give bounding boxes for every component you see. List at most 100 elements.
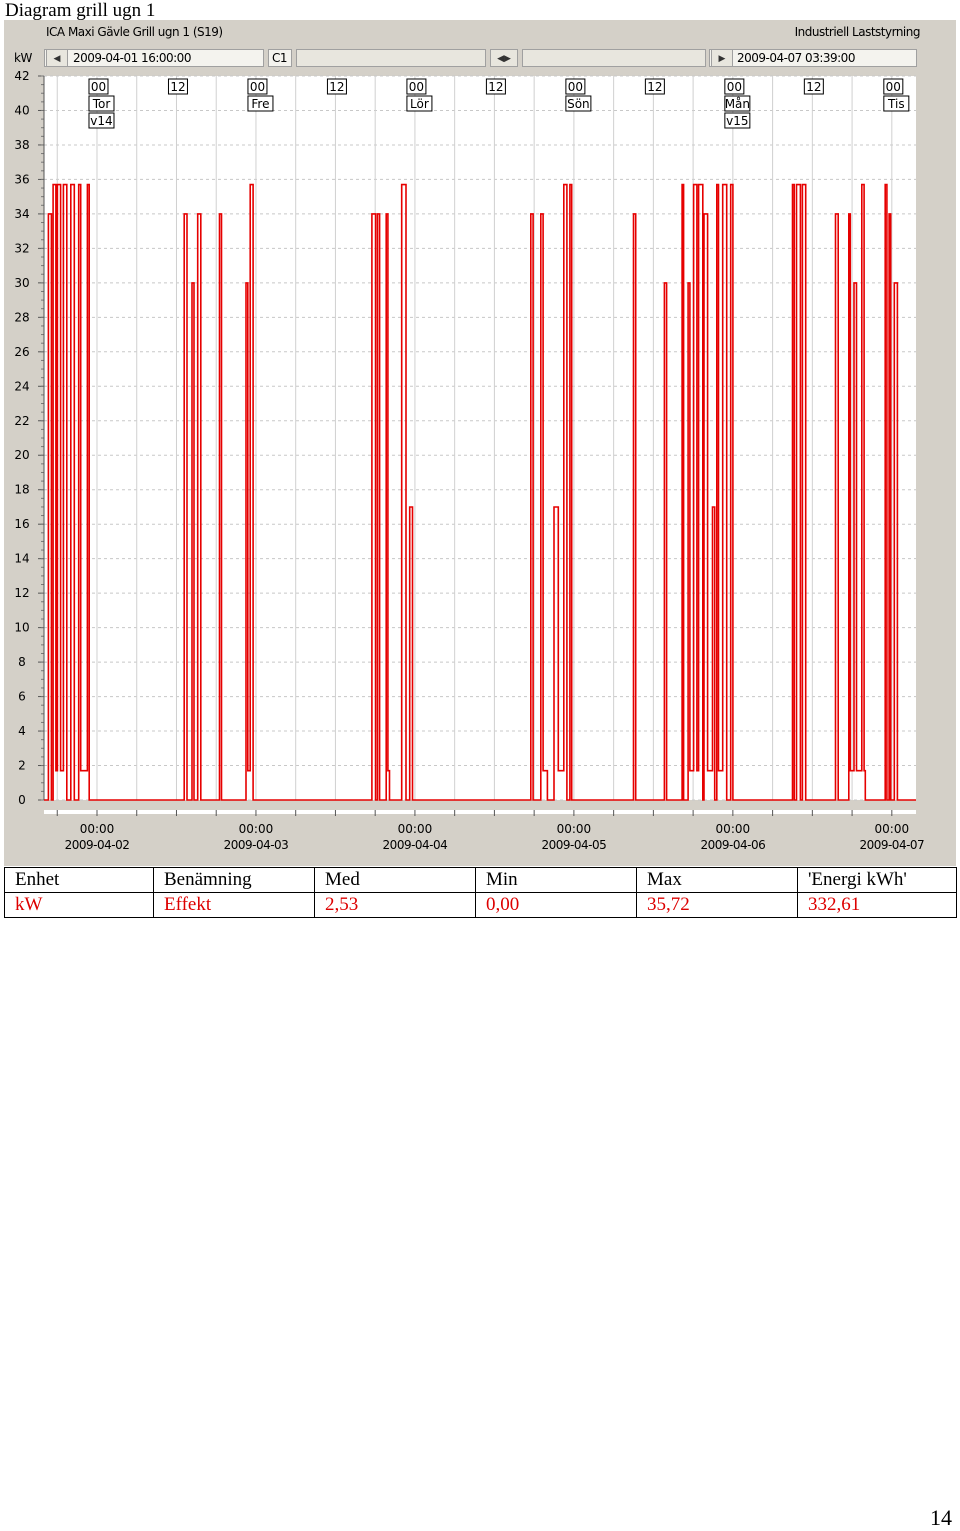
- x-tick-time: 00:00: [875, 822, 910, 836]
- x-tick-time: 00:00: [80, 822, 115, 836]
- day-marker-box: [88, 112, 115, 129]
- x-tick-date: 2009-04-03: [224, 838, 289, 852]
- table-cell: 0,00: [475, 892, 637, 918]
- day-marker-label: 12: [806, 80, 821, 94]
- day-marker-box: [724, 112, 751, 129]
- series-line-effekt: [44, 183, 916, 801]
- skip-forward-icon: ▶: [718, 53, 726, 63]
- day-marker-label: 12: [170, 80, 185, 94]
- day-marker-label: 00: [727, 80, 742, 94]
- day-marker-box: [88, 78, 109, 95]
- y-tick-label: 20: [14, 448, 29, 462]
- header-cell: Med: [314, 867, 476, 893]
- day-marker-box: [88, 95, 115, 112]
- header-cell: Enhet: [4, 867, 154, 893]
- y-tick-label: 8: [18, 655, 26, 669]
- y-tick-label: 4: [18, 724, 26, 738]
- day-marker-label: 00: [91, 80, 106, 94]
- scroll-track-right[interactable]: [522, 49, 706, 67]
- y-tick-label: 14: [14, 552, 29, 566]
- y-tick-label: 2: [18, 759, 26, 773]
- y-tick-label: 38: [14, 138, 29, 152]
- pan-button[interactable]: ◀▶: [490, 49, 518, 67]
- day-marker-box: [565, 95, 592, 112]
- y-tick-label: 34: [14, 207, 29, 221]
- day-marker-box: [644, 78, 665, 95]
- y-tick-label: 10: [14, 621, 29, 635]
- x-tick-date: 2009-04-07: [859, 838, 924, 852]
- table-cell: Effekt: [153, 892, 315, 918]
- table-cell: 35,72: [636, 892, 798, 918]
- day-marker-label: 12: [647, 80, 662, 94]
- pan-arrows-icon: ◀▶: [497, 53, 511, 63]
- end-time: 2009-04-07 03:39:00: [737, 51, 855, 65]
- y-tick-label: 16: [14, 517, 29, 531]
- chart-window: ICA Maxi Gävle Grill ugn 1 (S19) Industr…: [4, 20, 956, 866]
- day-marker-label: Lör: [410, 97, 429, 111]
- day-marker-box: [724, 95, 751, 112]
- jump-start-button[interactable]: ◀: [46, 49, 68, 67]
- day-marker-label: 00: [886, 80, 901, 94]
- day-marker-box: [883, 78, 904, 95]
- y-tick-label: 18: [14, 483, 29, 497]
- day-marker-label: 00: [250, 80, 265, 94]
- header-cell: Max: [636, 867, 798, 893]
- table-cell: 2,53: [314, 892, 476, 918]
- x-tick-time: 00:00: [398, 822, 433, 836]
- x-axis: 00:00 2009-04-02 00:00 2009-04-03 00:00 2009-…: [44, 810, 925, 852]
- x-tick-time: 00:00: [557, 822, 592, 836]
- stats-table: Enhet Benämning Med Min Max 'Energi kWh'…: [4, 867, 957, 918]
- y-tick-label: 36: [14, 172, 29, 186]
- day-marker-label: Tis: [887, 97, 905, 111]
- x-tick-date: 2009-04-02: [65, 838, 130, 852]
- document-title: Diagram grill ugn 1: [5, 0, 156, 21]
- header-cell: Benämning: [153, 867, 315, 893]
- y-tick-label: 30: [14, 276, 29, 290]
- start-time-box[interactable]: [44, 49, 264, 67]
- y-tick-label: 0: [18, 793, 26, 807]
- start-time: 2009-04-01 16:00:00: [73, 51, 191, 65]
- y-tick-label: 40: [14, 103, 29, 117]
- day-marker-box: [406, 95, 433, 112]
- day-marker-label: Fre: [251, 97, 269, 111]
- cursor-box[interactable]: [268, 49, 292, 67]
- day-marker-label: Tor: [92, 97, 111, 111]
- jump-end-button[interactable]: ▶: [711, 49, 733, 67]
- day-marker-box: [406, 78, 427, 95]
- day-marker-label: 00: [568, 80, 583, 94]
- brand-label: Industriell Laststyrning: [794, 25, 921, 39]
- series-effekt: [44, 183, 916, 801]
- x-tick-time: 00:00: [716, 822, 751, 836]
- header-cell: Min: [475, 867, 637, 893]
- day-marker-label: v15: [726, 114, 748, 128]
- x-tick-time: 00:00: [239, 822, 274, 836]
- x-tick-date: 2009-04-04: [383, 838, 448, 852]
- page-number: 14: [930, 1505, 952, 1530]
- y-tick-label: 6: [18, 690, 26, 704]
- day-marker-box: [803, 78, 824, 95]
- y-unit-label: kW: [14, 51, 32, 65]
- skip-back-icon: ◀: [53, 53, 61, 63]
- day-marker-label: v14: [90, 114, 112, 128]
- day-marker-box: [326, 78, 347, 95]
- day-marker-box: [565, 78, 586, 95]
- y-tick-label: 32: [14, 241, 29, 255]
- day-markers: 00 Tor v14 12 00 Fre 12 00 Lör 12 00 Sön 12 00 Mån v15 1…: [88, 78, 910, 129]
- y-tick-label: 12: [14, 586, 29, 600]
- plot-area: [44, 76, 916, 800]
- grid: [44, 75, 916, 801]
- day-marker-label: Mån: [725, 97, 750, 111]
- day-marker-box: [167, 78, 188, 95]
- day-marker-box: [883, 95, 910, 112]
- table-cell: 332,61: [797, 892, 957, 918]
- day-marker-label: 12: [488, 80, 503, 94]
- end-time-box[interactable]: [709, 49, 917, 67]
- day-marker-box: [247, 95, 274, 112]
- y-tick-label: 26: [14, 345, 29, 359]
- day-marker-label: 12: [329, 80, 344, 94]
- stats-header-row: Enhet Benämning Med Min Max 'Energi kWh': [4, 867, 957, 893]
- stats-data-row: kW Effekt 2,53 0,00 35,72 332,61: [4, 892, 957, 918]
- x-tick-date: 2009-04-05: [542, 838, 607, 852]
- scroll-track-left[interactable]: [296, 49, 486, 67]
